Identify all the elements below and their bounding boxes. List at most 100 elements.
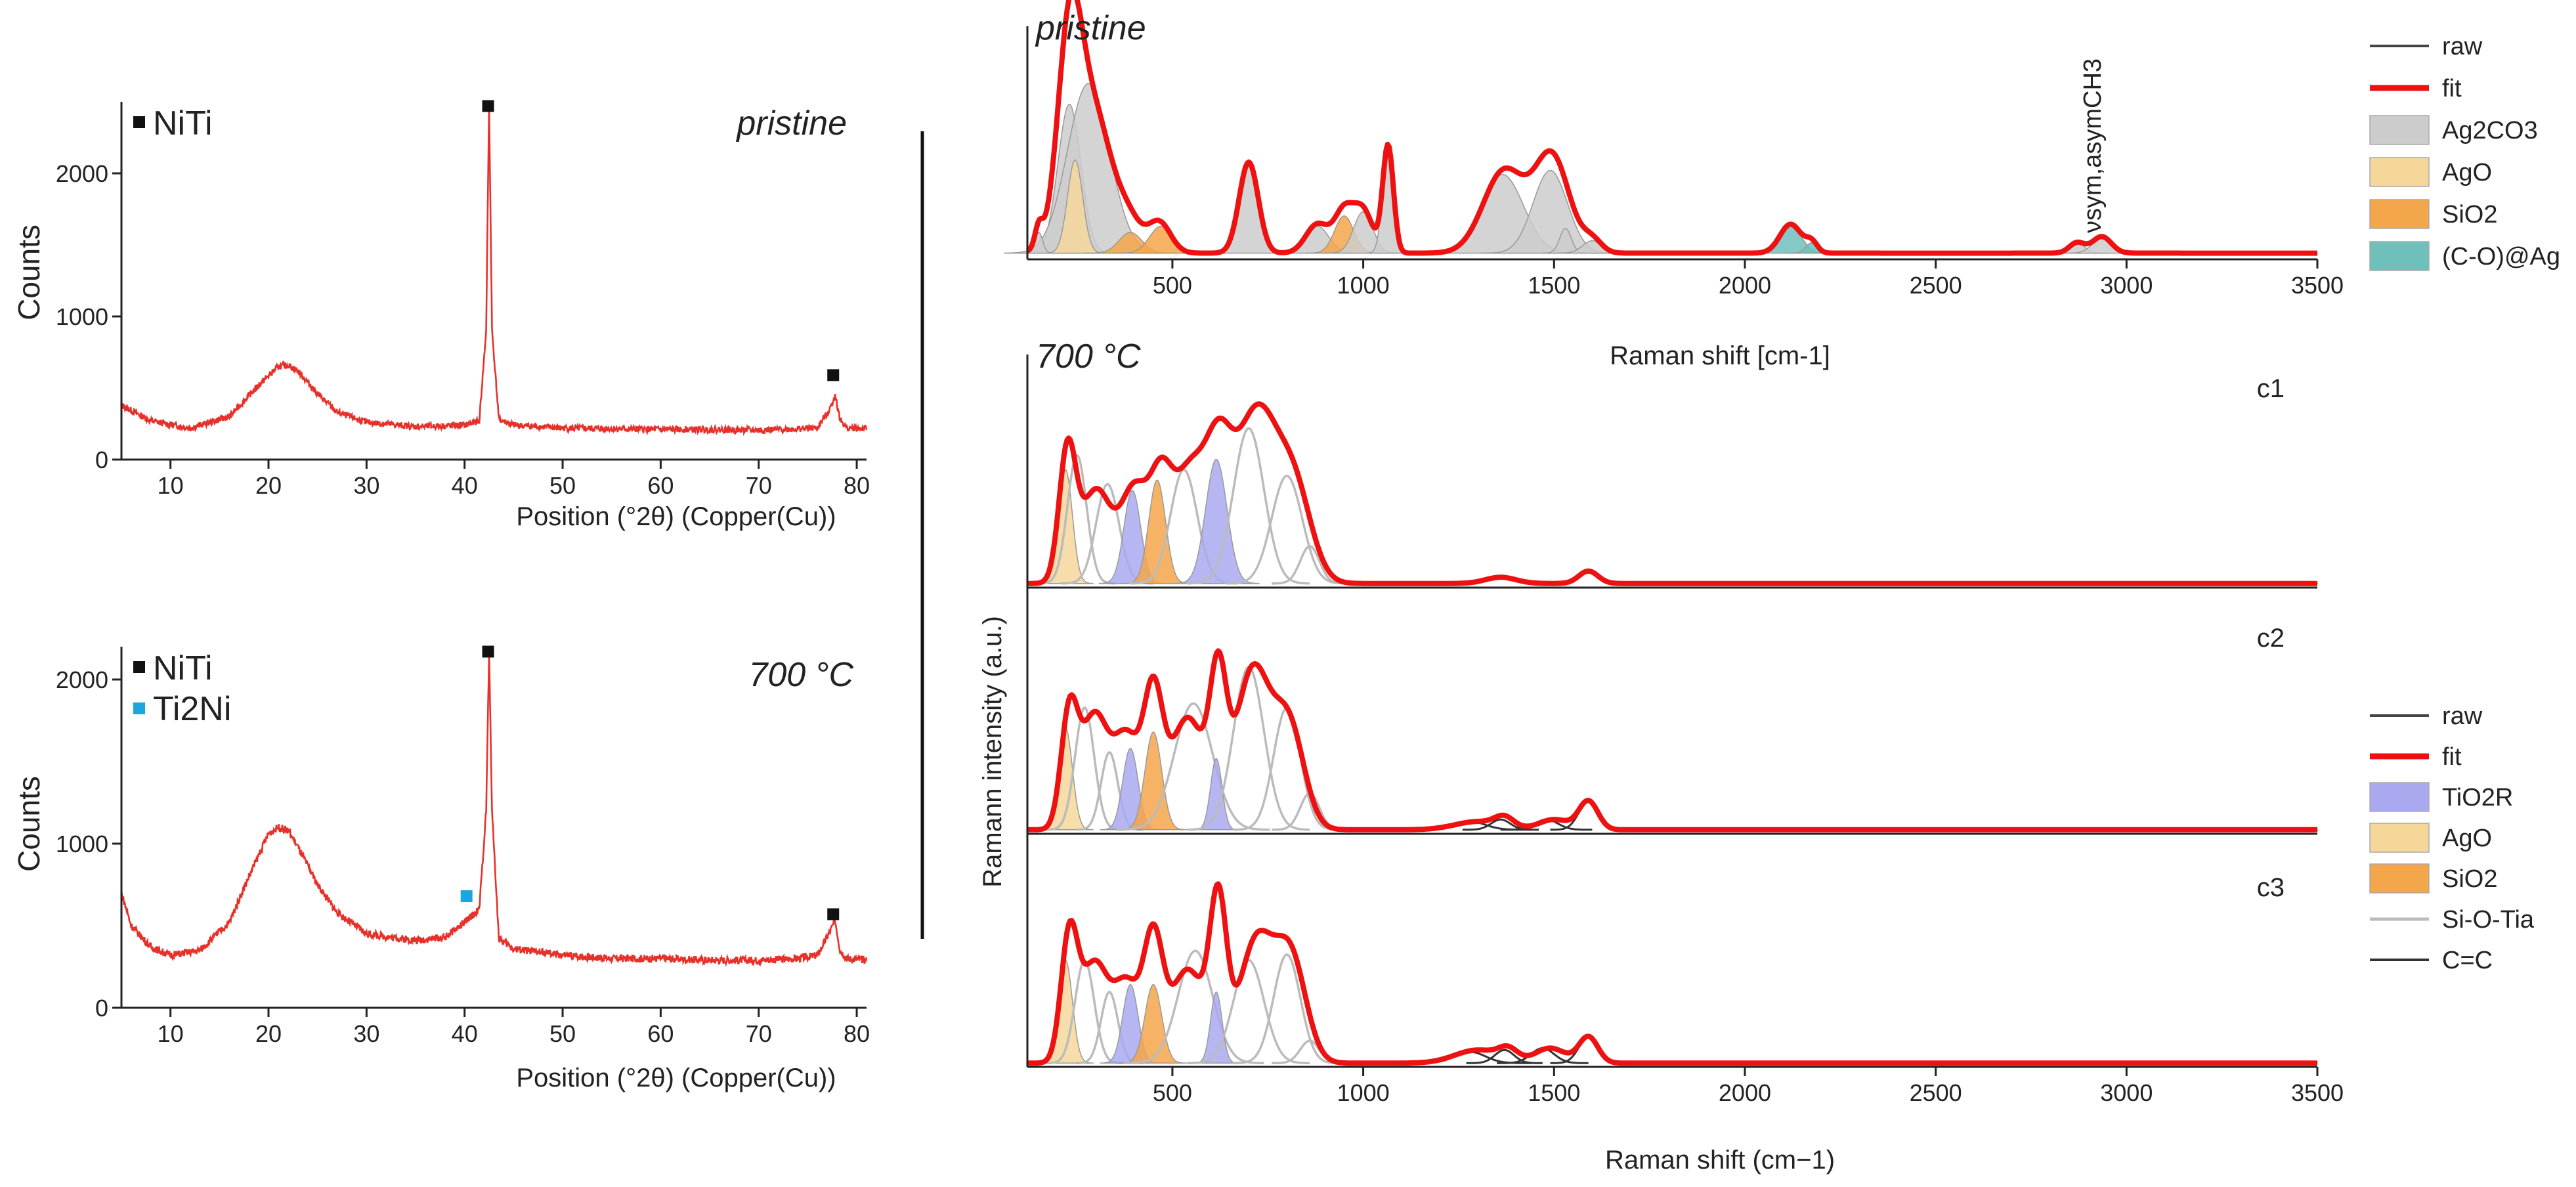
x-tick-label: 20 [255, 1020, 282, 1047]
xrd-trace [120, 652, 868, 967]
x-tick-label: 50 [549, 472, 576, 499]
x-tick-label: 3500 [2291, 272, 2344, 299]
xrd-pristine-ylabel: Counts [12, 225, 46, 320]
y-tick-label: 0 [95, 446, 108, 473]
y-tick-label: 0 [95, 995, 108, 1022]
component-si_o_ti [1272, 545, 1348, 585]
xrd-700-legend-niti: NiTi [153, 649, 213, 687]
legend-label-sio2: SiO2 [2442, 201, 2497, 228]
xrd-marker-niti-0 [482, 645, 494, 658]
xrd-marker-niti-2 [827, 908, 840, 920]
legend-label-fit: fit [2442, 743, 2462, 771]
x-tick-label: 40 [452, 1020, 478, 1047]
xrd-700-panel-label: 700 °C [748, 656, 853, 694]
x-tick-label: 70 [746, 1020, 772, 1047]
xrd-700-legend-ti2ni-marker [133, 702, 145, 714]
x-tick-label: 80 [844, 1020, 870, 1047]
legend-label-ago: AgO [2442, 825, 2492, 852]
raman-pristine-legend: raw fit Ag2CO3 AgO SiO2 (C-O)@Ag [2369, 33, 2560, 271]
component-sio2 [1119, 731, 1188, 831]
xrd-700-legend-niti-marker [133, 661, 145, 673]
legend-label-cc: C=C [2442, 947, 2493, 974]
component-ag2co3 [1004, 83, 1173, 254]
x-tick-label: 70 [746, 472, 772, 499]
x-tick-label: 60 [647, 1020, 674, 1047]
legend-label-ago: AgO [2442, 159, 2492, 186]
y-tick-label: 2000 [56, 666, 108, 693]
fit-trace [1025, 0, 2319, 256]
xrd-marker-niti-1 [827, 369, 840, 381]
raw-trace [1027, 0, 2318, 256]
xrd-marker-ti2ni-1 [460, 890, 473, 902]
xrd-700-legend-ti2ni: Ti2Ni [153, 690, 231, 728]
x-tick-label: 80 [844, 472, 870, 499]
raman-pristine-panel-label: pristine [1035, 9, 1146, 47]
raman-700-xlabel: Raman shift (cm−1) [1605, 1146, 1835, 1175]
x-tick-label: 30 [353, 1020, 379, 1047]
x-tick-label: 1000 [1337, 1079, 1390, 1106]
component-sio2 [1123, 479, 1191, 584]
y-tick-label: 1000 [56, 303, 108, 330]
component-cc [1462, 818, 1539, 831]
legend-label-co_ag: (C-O)@Ag [2442, 243, 2560, 270]
raman-700-subpanel-label-c1: c1 [2257, 374, 2285, 403]
legend-swatch-ag2co3 [2369, 115, 2430, 145]
legend-swatch-ago [2369, 157, 2430, 187]
raman-700-axes: 500 1000 1500 2000 2500 3000 3500 [1026, 355, 2344, 1106]
x-tick-label: 500 [1153, 272, 1192, 299]
legend-label-raw: raw [2442, 702, 2483, 730]
legend-swatch-sio2 [2369, 863, 2430, 894]
raman-pristine-panel: 500 1000 1500 2000 2500 3000 3500 pristine Ram… [1004, 0, 2560, 370]
legend-label-ag2co3: Ag2CO3 [2442, 117, 2538, 144]
x-tick-label: 20 [255, 472, 282, 499]
fit-trace [1026, 648, 2319, 832]
x-tick-label: 3000 [2100, 272, 2153, 299]
raman-pristine-plot-area [1004, 0, 2319, 256]
component-si_o_ti [1125, 949, 1264, 1064]
xrd-700-axes: 10 20 30 40 50 60 70 80 0 1000 2000 [56, 647, 870, 1047]
legend-label-tio2r: TiO2R [2442, 784, 2513, 811]
fit-trace [1026, 401, 2319, 586]
xrd-trace [120, 105, 868, 437]
xrd-pristine-xlabel: Position (°2θ) (Copper(Cu)) [516, 502, 836, 531]
component-ag2co3 [1210, 163, 1288, 254]
component-si_o_ti [1115, 702, 1270, 831]
x-tick-label: 3500 [2291, 1079, 2344, 1106]
y-tick-label: 1000 [56, 831, 108, 857]
component-si_o_ti [1186, 665, 1310, 831]
raman-pristine-annotation: νsym,asymCH3 [2079, 58, 2107, 233]
xrd-pristine-legend-niti-marker [133, 116, 145, 128]
component-sio2 [1119, 983, 1188, 1064]
xrd-marker-niti-0 [482, 100, 494, 112]
raman-pristine-axes: 500 1000 1500 2000 2500 3000 3500 [1026, 26, 2344, 299]
raman-700-subpanel-label-c3: c3 [2257, 873, 2285, 902]
subpanel-c2 [1026, 648, 2319, 832]
legend-swatch-ago [2369, 823, 2430, 853]
xrd-pristine-panel-label: pristine [735, 104, 847, 142]
legend-swatch-co_ag [2369, 241, 2430, 271]
xrd-pristine-legend-niti: NiTi [153, 104, 213, 142]
component-si_o_ti [1037, 454, 1115, 585]
x-tick-label: 2000 [1719, 1079, 1771, 1106]
component-cc [1466, 1048, 1543, 1064]
component-tio2r [1193, 991, 1239, 1064]
xrd-pristine-plot-area [120, 100, 868, 437]
component-si_o_ti [1232, 706, 1341, 831]
subpanel-c1 [1026, 401, 2319, 586]
legend-swatch-sio2 [2369, 199, 2430, 229]
component-tio2r [1193, 758, 1239, 831]
x-tick-label: 1500 [1528, 1079, 1580, 1106]
x-tick-label: 60 [647, 472, 674, 499]
component-ago [1044, 159, 1106, 254]
x-tick-label: 10 [158, 472, 184, 499]
raman-700-subpanel-label-c2: c2 [2257, 624, 2285, 653]
x-tick-label: 500 [1153, 1079, 1192, 1106]
raman-700-ylabel: Ramann intensity (a.u.) [978, 616, 1007, 888]
raman-700-legend: raw fit TiO2R AgO SiO2 Si-O-Tia C=C [2369, 702, 2535, 974]
y-tick-label: 2000 [56, 160, 108, 187]
component-si_o_ti [1045, 706, 1123, 831]
raman-700-panel: 500 1000 1500 2000 2500 3000 3500 700 °C c1 c2… [978, 337, 2535, 1175]
component-si_o_ti [1232, 953, 1341, 1064]
